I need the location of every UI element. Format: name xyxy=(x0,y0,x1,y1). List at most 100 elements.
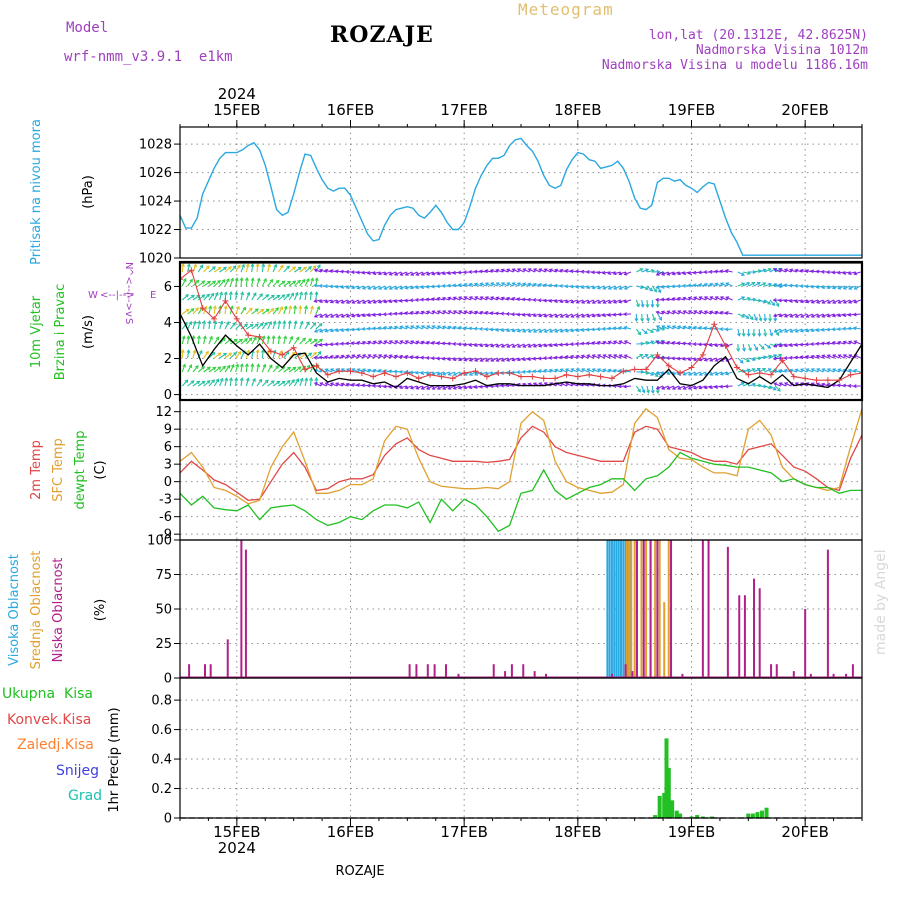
wind-arrowhead-449 xyxy=(436,386,441,390)
wind-arrow-894 xyxy=(704,310,712,315)
wind-arrow-1016 xyxy=(773,382,781,387)
wind-arrow-475 xyxy=(453,371,461,376)
wind-arrowhead-540 xyxy=(495,268,500,273)
wind-speed-line xyxy=(180,313,862,389)
wind-arrowhead-270 xyxy=(334,269,339,274)
wind-arrowhead-348 xyxy=(378,354,382,358)
wind-arrowhead-532 xyxy=(490,282,495,286)
wind-arrow-896 xyxy=(704,343,712,346)
wind-arrowhead-91 xyxy=(234,277,239,282)
wind-arrow-81 xyxy=(229,265,237,273)
wind-arrow-134 xyxy=(256,379,263,387)
wind-arrowhead-135 xyxy=(261,263,266,268)
wind-arrow-740 xyxy=(613,299,621,304)
wind-arrow-589 xyxy=(522,328,530,333)
wind-arrow-654 xyxy=(559,356,568,359)
wind-arrow-646 xyxy=(554,369,562,373)
wind-arrowhead-554 xyxy=(500,344,505,348)
wind-arrowhead-224 xyxy=(309,377,314,382)
ytick-label-3-2: 50 xyxy=(155,603,172,618)
wind-arrowhead-239 xyxy=(313,343,318,347)
wind-arrow-934 xyxy=(725,371,733,375)
wind-arrowhead-202 xyxy=(299,320,304,325)
wind-arrowhead-421 xyxy=(420,371,425,375)
wind-arrowhead-1087 xyxy=(816,368,821,372)
wind-arrow-140 xyxy=(261,336,265,345)
wind-arrow-925 xyxy=(720,371,728,376)
wind-arrowhead-22 xyxy=(192,320,197,325)
wind-arrow-854 xyxy=(677,385,685,390)
wind-arrowhead-486 xyxy=(462,270,467,275)
bottom-year-label: 2024 xyxy=(218,839,256,857)
wind-arrow-599 xyxy=(528,343,536,348)
wind-arrow-126 xyxy=(256,263,259,273)
gust-marker-4 xyxy=(222,297,229,304)
wind-arrowhead-992 xyxy=(771,302,776,307)
wind-arrowhead-1044 xyxy=(794,268,799,273)
wind-arrow-57 xyxy=(213,305,216,315)
wind-arrow-272 xyxy=(335,299,343,304)
wind-arrowhead-307 xyxy=(356,285,361,290)
wind-arrow-758 xyxy=(624,299,632,303)
wind-arrowhead-179 xyxy=(286,380,291,384)
wind-arrowhead-481 xyxy=(457,325,462,330)
wind-arrow-386 xyxy=(399,385,407,389)
wind-arrowhead-751 xyxy=(617,326,622,330)
precip-legend-0: Ukupna Kisa xyxy=(2,686,93,702)
wind-arrowhead-967 xyxy=(751,333,756,337)
wind-arrow-1022 xyxy=(779,343,787,347)
wind-arrowhead-407 xyxy=(414,297,419,302)
wind-arrow-503 xyxy=(469,385,477,389)
wind-arrowhead-658 xyxy=(564,284,569,289)
wind-arrowhead-956 xyxy=(752,297,757,302)
wind-arrowhead-681 xyxy=(575,354,580,359)
wind-arrowhead-1131 xyxy=(842,354,847,358)
wind-arrow-966 xyxy=(753,313,758,321)
wind-arrowhead-626 xyxy=(543,343,548,348)
wind-arrow-421 xyxy=(421,371,429,375)
wind-arrow-667 xyxy=(570,285,578,288)
wind-arrow-119 xyxy=(251,292,257,301)
wind-arrowhead-564 xyxy=(506,357,511,362)
wind-arrow-685 xyxy=(581,285,589,289)
wind-arrow-384 xyxy=(399,355,407,359)
precip-bar-15 xyxy=(759,810,764,818)
precip-bar-5 xyxy=(670,800,675,818)
gust-marker-21 xyxy=(415,375,422,382)
wind-arrow-696 xyxy=(586,313,594,318)
wind-arrow-1136 xyxy=(848,299,856,304)
wind-arrow-90 xyxy=(235,264,241,273)
wind-arrowhead-610 xyxy=(532,369,537,374)
gust-marker-20 xyxy=(404,369,411,376)
wind-arrow-944 xyxy=(737,382,745,387)
wind-arrowhead-1106 xyxy=(826,382,831,387)
wind-arrowhead-343 xyxy=(378,286,382,290)
wind-arrowhead-247 xyxy=(319,328,324,333)
wind-arrow-142 xyxy=(261,364,266,373)
wind-arrowhead-1023 xyxy=(778,356,782,361)
wind-arrowhead-671 xyxy=(569,342,574,347)
wind-arrowhead-92 xyxy=(234,291,239,296)
wind-arrowhead-535 xyxy=(489,327,494,332)
wind-arrow-519 xyxy=(480,357,488,362)
wind-arrowhead-325 xyxy=(367,286,372,290)
wind-arrow-550 xyxy=(501,282,509,287)
wind-arrowhead-1135 xyxy=(848,286,853,290)
wind-arrowhead-387 xyxy=(404,272,409,276)
wind-arrowhead-56 xyxy=(214,291,219,296)
wind-arrowhead-775 xyxy=(644,286,649,290)
gust-marker-52 xyxy=(768,371,775,378)
wind-arrow-791 xyxy=(646,385,650,393)
wind-arrowhead-732 xyxy=(607,313,612,317)
wind-arrow-1108 xyxy=(832,285,840,289)
wind-arrow-811 xyxy=(656,285,664,289)
wind-arrowhead-886 xyxy=(698,326,702,330)
wind-arrowhead-979 xyxy=(762,368,767,372)
wind-arrow-920 xyxy=(720,296,728,301)
wind-arrow-294 xyxy=(346,354,354,359)
wind-arrow-877 xyxy=(693,326,701,330)
wind-arrow-500 xyxy=(469,343,477,346)
wind-arrow-1088 xyxy=(816,383,824,387)
wind-arrowhead-61 xyxy=(217,366,222,371)
wind-arrowhead-723 xyxy=(601,313,606,318)
